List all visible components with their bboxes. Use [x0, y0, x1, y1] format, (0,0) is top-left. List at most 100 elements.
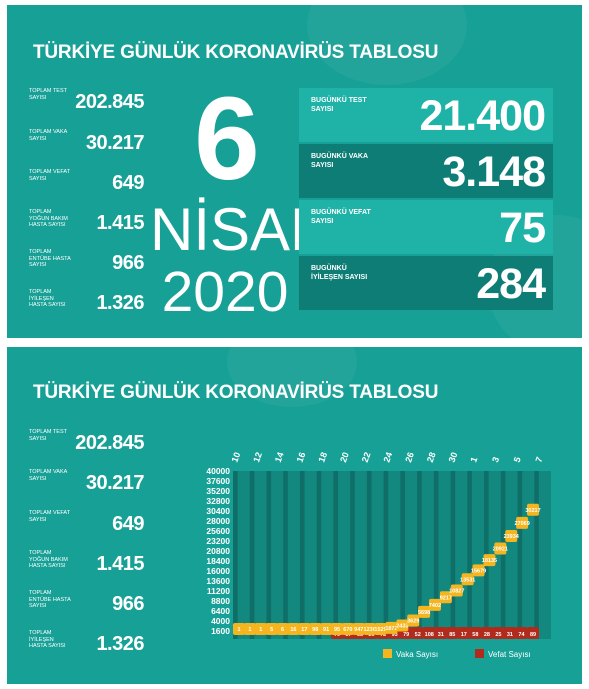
y-tick-label: 40000 [206, 466, 230, 476]
death-data-label: 28 [484, 632, 490, 638]
top-infographic-panel: TÜRKİYE GÜNLÜK KORONAVİRÜS TABLOSU TOPLA… [7, 5, 582, 338]
case-data-label: 5 [270, 627, 273, 633]
stat-value: 966 [112, 252, 144, 274]
stat-label: TOPLAM VEFAT SAYISI [29, 510, 70, 523]
stat-label: TOPLAM YOĞUN BAKIM HASTA SAYISI [29, 209, 68, 228]
case-data-label: 10827 [449, 589, 464, 595]
stat-total-recovered: TOPLAM İYİLEŞEN HASTA SAYISI 1.326 [29, 630, 144, 660]
death-marker [411, 627, 424, 639]
death-data-label: 31 [507, 632, 513, 638]
death-data-label: 74 [518, 632, 525, 638]
stat-label: TOPLAM TEST SAYISI [29, 429, 67, 442]
grid-column [517, 471, 523, 639]
x-tick-label: 3 [490, 456, 501, 464]
x-tick-label: 24 [381, 451, 394, 464]
death-data-label: 93 [392, 632, 398, 638]
stat-label: TOPLAM ENTÜBE HASTA SAYISI [29, 590, 71, 609]
y-tick-label: 6400 [211, 606, 230, 616]
stat-label: TOPLAM VAKA SAYISI [29, 469, 68, 482]
y-tick-label: 8800 [211, 596, 230, 606]
death-data-label: 52 [415, 632, 421, 638]
panel-title: TÜRKİYE GÜNLÜK KORONAVİRÜS TABLOSU [33, 42, 439, 63]
case-data-label: 20921 [493, 546, 508, 552]
death-data-label: 58 [472, 632, 478, 638]
case-data-label: 27069 [514, 521, 529, 527]
case-marker [287, 623, 300, 635]
case-data-label: 1 [237, 627, 240, 633]
case-marker [265, 623, 278, 635]
case-data-label: 1 [248, 627, 251, 633]
legend-label-deaths: Vefat Sayısı [488, 650, 531, 659]
stat-value: 202.845 [75, 432, 144, 454]
daily-recovered-box: BUGÜNKÜ İYİLEŞEN SAYISI 284 [299, 256, 553, 310]
x-tick-label: 20 [338, 451, 351, 464]
stat-total-icu: TOPLAM YOĞUN BAKIM HASTA SAYISI 1.415 [29, 209, 144, 239]
stat-value: 1.326 [96, 633, 144, 655]
x-tick-label: 10 [229, 451, 242, 464]
x-tick-label: 1 [468, 456, 479, 464]
case-data-label: 1236 [364, 627, 376, 633]
x-tick-label: 14 [273, 451, 286, 464]
legend-swatch-cases [383, 649, 392, 658]
case-data-label: 30217 [525, 508, 540, 514]
grid-column [233, 471, 238, 639]
stat-label: TOPLAM İYİLEŞEN HASTA SAYISI [29, 630, 66, 649]
case-marker [309, 623, 322, 635]
daily-tests-box: BUGÜNKÜ TEST SAYISI 21.400 [299, 88, 553, 142]
case-data-label: 1872 [385, 626, 397, 632]
daily-value: 21.400 [419, 92, 546, 140]
case-marker [494, 542, 507, 555]
death-data-label: 79 [403, 632, 409, 638]
case-data-label: 95 [334, 627, 340, 633]
death-marker [515, 627, 528, 639]
case-marker [276, 623, 289, 635]
legend-swatch-deaths [475, 649, 484, 658]
y-tick-label: 11200 [207, 586, 230, 596]
case-marker [298, 623, 311, 635]
grid-column [366, 471, 372, 639]
legend-label-cases: Vaka Sayısı [396, 650, 438, 659]
death-marker [469, 627, 482, 639]
case-marker [527, 503, 539, 516]
daily-value: 75 [499, 204, 546, 252]
case-marker [254, 623, 267, 635]
daily-label: BUGÜNKÜ VEFAT SAYISI [311, 209, 371, 225]
death-marker [423, 627, 436, 639]
case-marker [429, 598, 441, 611]
case-marker [472, 564, 485, 577]
case-data-label: 17 [301, 627, 307, 633]
case-data-label: 16 [290, 627, 296, 633]
case-data-label: 13531 [460, 577, 475, 583]
case-marker [352, 623, 365, 635]
stat-value: 1.415 [96, 553, 144, 575]
case-marker [516, 516, 529, 529]
y-tick-label: 30400 [206, 506, 230, 516]
grid-column [249, 471, 255, 639]
stat-label: TOPLAM ENTÜBE HASTA SAYISI [29, 249, 71, 268]
case-data-label: 18135 [482, 558, 497, 564]
stat-value: 966 [112, 593, 144, 615]
case-marker [331, 623, 343, 635]
stat-value: 30.217 [85, 132, 145, 154]
case-data-label: 670 [343, 627, 352, 633]
grid-column [299, 471, 305, 639]
case-data-label: 98 [312, 627, 318, 633]
grid-column [266, 471, 272, 639]
grid-column [500, 471, 506, 639]
case-marker [374, 623, 387, 635]
daily-label: BUGÜNKÜ VAKA SAYISI [311, 153, 368, 169]
grid-column [534, 471, 539, 639]
case-marker [363, 623, 376, 635]
stat-value: 202.845 [75, 91, 144, 113]
x-tick-label: 12 [251, 451, 264, 464]
y-tick-label: 25600 [206, 526, 230, 536]
grid-column [350, 471, 355, 639]
stat-label: TOPLAM İYİLEŞEN HASTA SAYISI [29, 289, 66, 308]
case-data-label: 23934 [504, 534, 520, 540]
stat-total-cases: TOPLAM VAKA SAYISI 30.217 [29, 129, 145, 159]
daily-value: 284 [476, 260, 546, 308]
stat-total-tests: TOPLAM TEST SAYISI 202.845 [29, 429, 144, 459]
x-tick-label: 30 [447, 451, 460, 464]
case-marker [407, 614, 420, 627]
y-tick-label: 18400 [206, 556, 230, 566]
